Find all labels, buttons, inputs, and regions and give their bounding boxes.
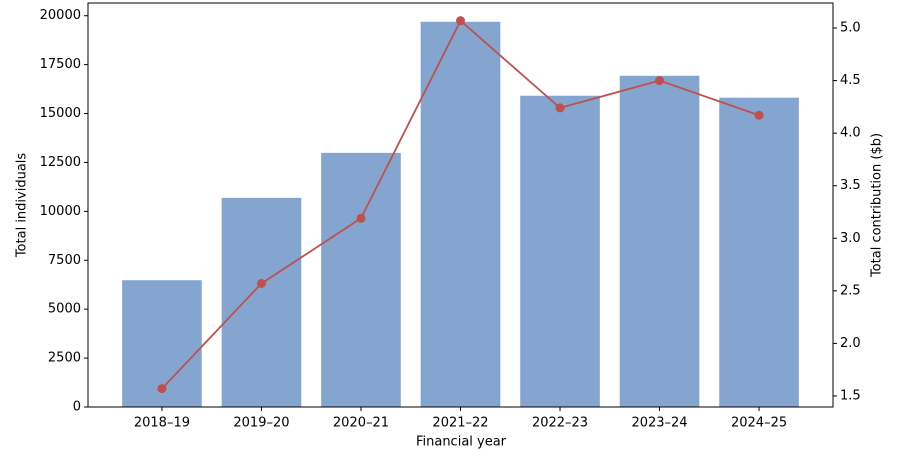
y-tick-label: 7500 xyxy=(48,253,81,268)
y2-tick-label: 5.0 xyxy=(840,21,861,36)
y-tick-label: 2500 xyxy=(48,351,81,366)
x-axis-label: Financial year xyxy=(416,435,507,450)
y-tick-label: 0 xyxy=(73,400,81,415)
marker xyxy=(754,110,764,120)
bar xyxy=(619,75,700,408)
y2-tick-label: 4.5 xyxy=(840,73,861,88)
y2-tick-label: 2.5 xyxy=(840,283,861,298)
marker xyxy=(256,278,266,288)
bar xyxy=(420,21,501,408)
marker xyxy=(157,384,167,394)
bar xyxy=(321,152,401,407)
bar xyxy=(520,95,600,408)
marker xyxy=(356,213,366,223)
y-tick-label: 10000 xyxy=(40,204,81,219)
x-tick-label: 2020–21 xyxy=(333,416,389,431)
y-axis-label: Total individuals xyxy=(15,153,30,259)
y2-tick-label: 2.0 xyxy=(840,336,861,351)
y-tick-label: 12500 xyxy=(40,155,81,170)
y-tick-label: 20000 xyxy=(40,8,81,23)
marker xyxy=(555,103,565,113)
y2-tick-label: 4.0 xyxy=(840,126,861,141)
x-tick-label: 2024–25 xyxy=(731,416,787,431)
x-tick-label: 2019–20 xyxy=(233,416,289,431)
x-tick-label: 2023–24 xyxy=(631,416,687,431)
bar xyxy=(221,197,302,407)
y2-axis-label: Total contribution ($b) xyxy=(870,133,885,278)
y2-tick-label: 3.5 xyxy=(840,178,861,193)
y-tick-label: 5000 xyxy=(48,302,81,317)
y-tick-label: 15000 xyxy=(40,106,81,121)
y2-tick-label: 1.5 xyxy=(840,388,861,403)
y-tick-label: 17500 xyxy=(40,57,81,72)
x-tick-label: 2018–19 xyxy=(134,416,190,431)
bar xyxy=(719,97,799,408)
y2-tick-label: 3.0 xyxy=(840,231,861,246)
x-tick-label: 2022–23 xyxy=(532,416,588,431)
marker xyxy=(456,16,465,26)
x-tick-label: 2021–22 xyxy=(432,416,488,431)
marker xyxy=(655,76,665,86)
